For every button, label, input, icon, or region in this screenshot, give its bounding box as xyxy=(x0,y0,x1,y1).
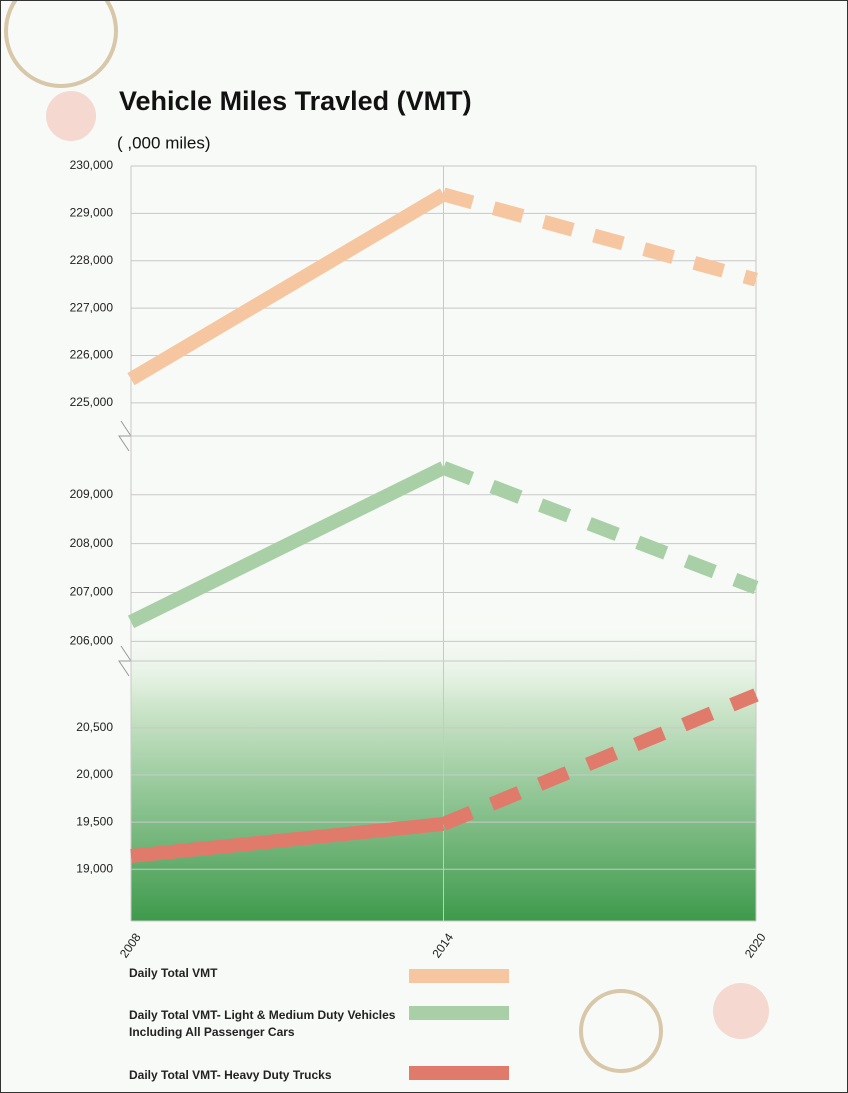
line xyxy=(127,188,448,386)
y-tick-label: 208,000 xyxy=(70,536,114,550)
y-tick-label: 225,000 xyxy=(70,395,114,409)
y-tick-label: 19,500 xyxy=(76,814,113,828)
axis-break xyxy=(118,645,132,677)
projected-line xyxy=(440,461,759,595)
legend-swatch xyxy=(409,969,509,983)
y-tick-label: 228,000 xyxy=(70,253,114,267)
y-tick-label: 207,000 xyxy=(70,585,114,599)
x-tick-label: 2020 xyxy=(742,930,769,960)
legend-label: Daily Total VMT- Heavy Duty Trucks xyxy=(129,1068,332,1082)
chart-title: Vehicle Miles Travled (VMT) xyxy=(119,86,472,116)
line xyxy=(127,461,447,629)
y-tick-label: 20,000 xyxy=(76,767,113,781)
legend-swatch xyxy=(409,1066,509,1080)
projected-line xyxy=(441,187,758,287)
legend-label: Daily Total VMT- Light & Medium Duty Veh… xyxy=(129,1008,396,1039)
projected-line xyxy=(440,688,759,831)
legend-label: Daily Total VMT xyxy=(129,966,218,980)
y-tick-label: 226,000 xyxy=(70,348,114,362)
decoration xyxy=(46,91,96,141)
y-tick-label: 209,000 xyxy=(70,487,114,501)
axis-break xyxy=(118,420,132,452)
decoration xyxy=(4,1,118,88)
y-tick-label: 206,000 xyxy=(70,634,114,648)
x-tick-label: 2014 xyxy=(429,930,456,960)
decoration xyxy=(713,983,769,1039)
line xyxy=(130,817,445,863)
y-tick-label: 20,500 xyxy=(76,720,113,734)
x-tick-label: 2008 xyxy=(117,930,144,960)
y-tick-label: 19,000 xyxy=(76,861,113,875)
y-tick-label: 230,000 xyxy=(70,158,114,172)
decoration xyxy=(579,989,663,1073)
y-tick-label: 227,000 xyxy=(70,300,114,314)
y-tick-label: 229,000 xyxy=(70,206,114,220)
legend-swatch xyxy=(409,1006,509,1020)
y-axis-label: ( ,000 miles) xyxy=(117,133,211,152)
